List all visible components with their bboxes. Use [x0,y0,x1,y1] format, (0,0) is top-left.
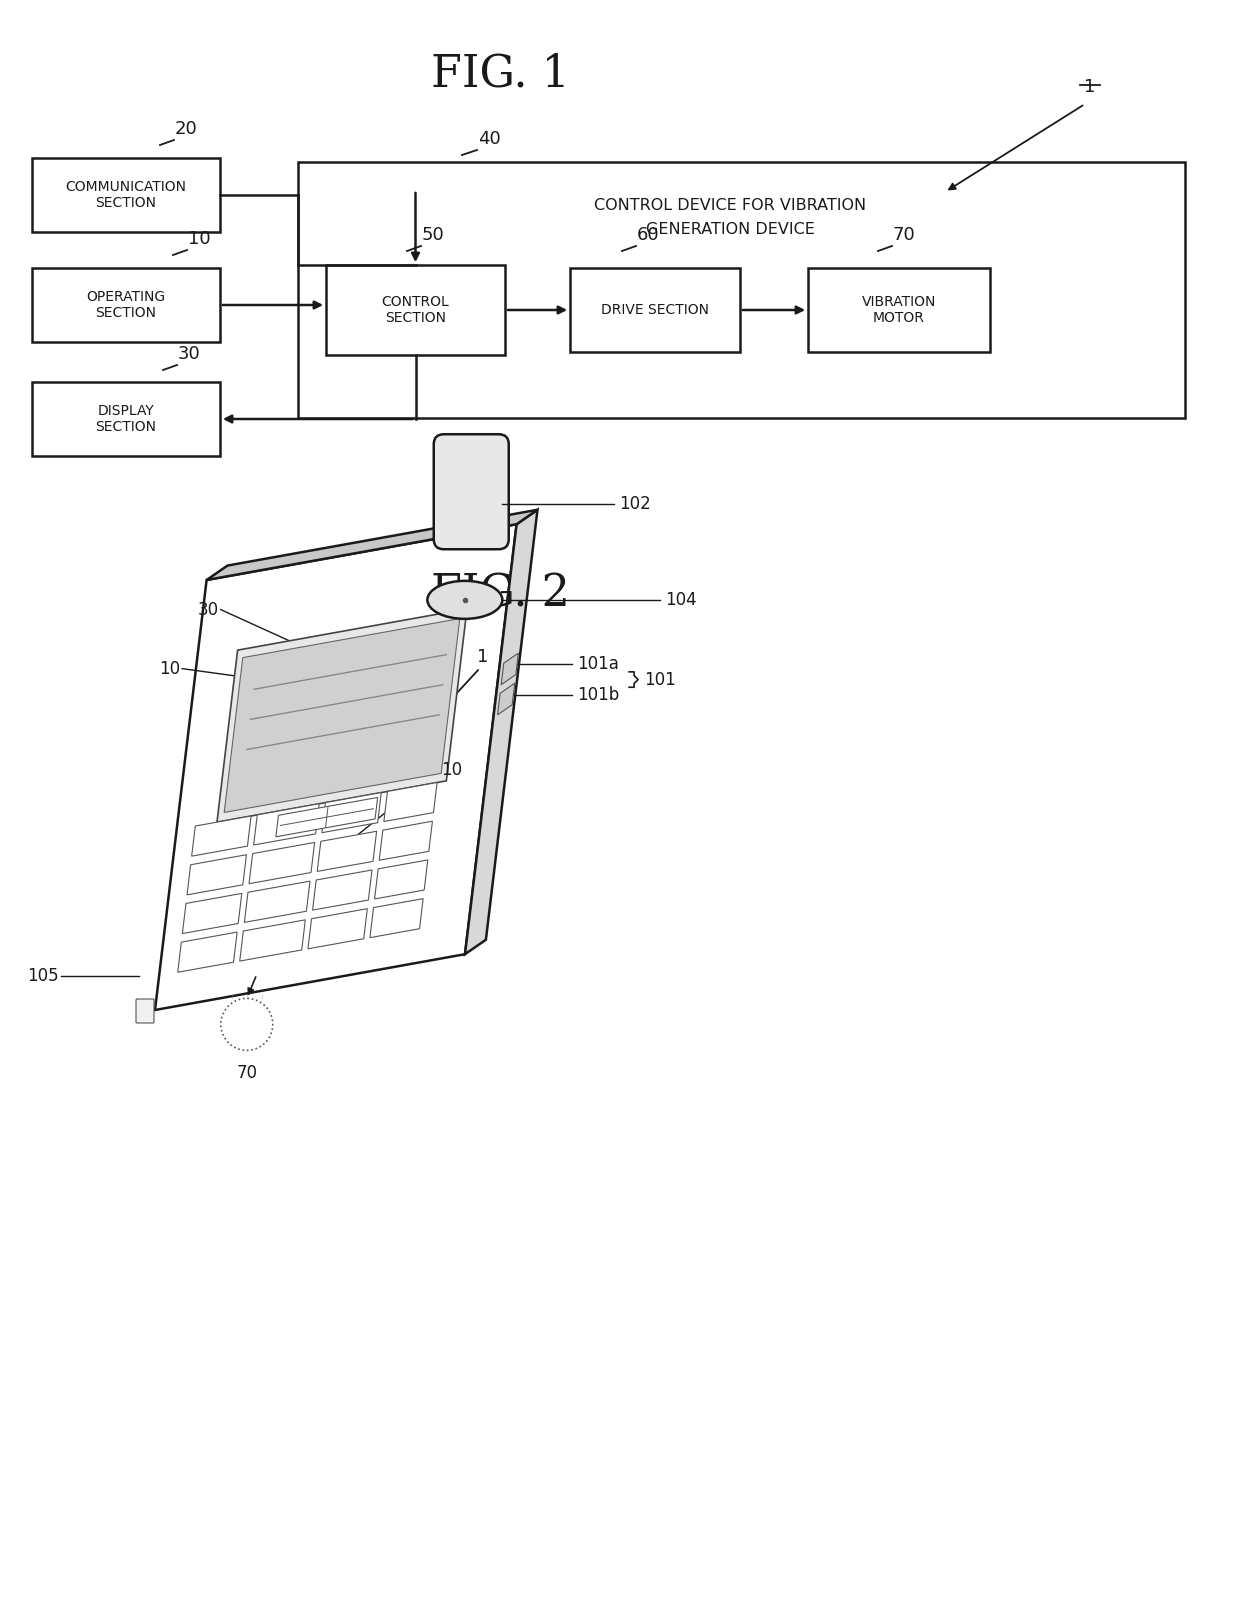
Bar [32,382,219,456]
Polygon shape [370,898,423,938]
Text: DISPLAY
SECTION: DISPLAY SECTION [95,404,156,434]
Text: 20: 20 [175,120,197,138]
Text: 10: 10 [188,230,211,248]
FancyBboxPatch shape [136,998,154,1023]
Polygon shape [224,618,460,812]
Polygon shape [497,683,515,715]
Text: GENERATION DEVICE: GENERATION DEVICE [646,222,815,236]
FancyBboxPatch shape [434,434,508,549]
Polygon shape [187,854,247,895]
Polygon shape [322,793,381,833]
Text: CONTROL
SECTION: CONTROL SECTION [382,294,449,325]
Text: 60: 60 [637,227,660,244]
Text: 101: 101 [644,670,676,689]
Text: 1: 1 [1084,78,1096,95]
Polygon shape [182,893,242,934]
Polygon shape [384,783,436,822]
Polygon shape [155,524,517,1010]
Polygon shape [254,804,319,845]
Polygon shape [177,932,237,972]
Text: COMMUNICATION
SECTION: COMMUNICATION SECTION [66,180,186,210]
Text: 30: 30 [197,600,218,618]
Polygon shape [312,870,372,909]
Polygon shape [275,798,378,837]
Polygon shape [317,832,377,872]
Ellipse shape [428,581,502,618]
Text: DRIVE SECTION: DRIVE SECTION [601,303,709,317]
Text: 70: 70 [893,227,916,244]
Polygon shape [374,859,428,900]
Polygon shape [192,815,250,856]
Polygon shape [207,510,537,579]
Polygon shape [239,919,305,961]
Bar [32,159,219,231]
Bar [298,162,1185,417]
Text: 102: 102 [619,495,651,513]
Bar [32,269,219,341]
Polygon shape [379,822,433,861]
Text: 40: 40 [477,129,501,147]
Polygon shape [501,654,518,684]
Bar [326,265,505,354]
Bar [570,269,740,353]
Text: 10: 10 [441,762,463,780]
Text: 104: 104 [665,591,697,608]
Text: 30: 30 [179,345,201,362]
Text: VIBRATION
MOTOR: VIBRATION MOTOR [862,294,936,325]
Text: 10: 10 [159,660,180,678]
Text: 101b: 101b [577,686,619,704]
Polygon shape [217,608,467,822]
Text: FIG. 1: FIG. 1 [430,52,569,95]
Text: 101a: 101a [577,655,619,673]
Polygon shape [244,882,310,922]
Text: CONTROL DEVICE FOR VIBRATION: CONTROL DEVICE FOR VIBRATION [594,197,866,214]
Text: 1: 1 [477,647,489,667]
Polygon shape [308,909,367,948]
Text: FIG. 2: FIG. 2 [430,573,569,615]
Text: 105: 105 [27,966,60,985]
Text: OPERATING
SECTION: OPERATING SECTION [87,290,166,320]
Bar [808,269,990,353]
Text: 70: 70 [237,1065,258,1082]
Polygon shape [249,843,315,883]
Text: 50: 50 [422,227,445,244]
Polygon shape [465,510,537,955]
